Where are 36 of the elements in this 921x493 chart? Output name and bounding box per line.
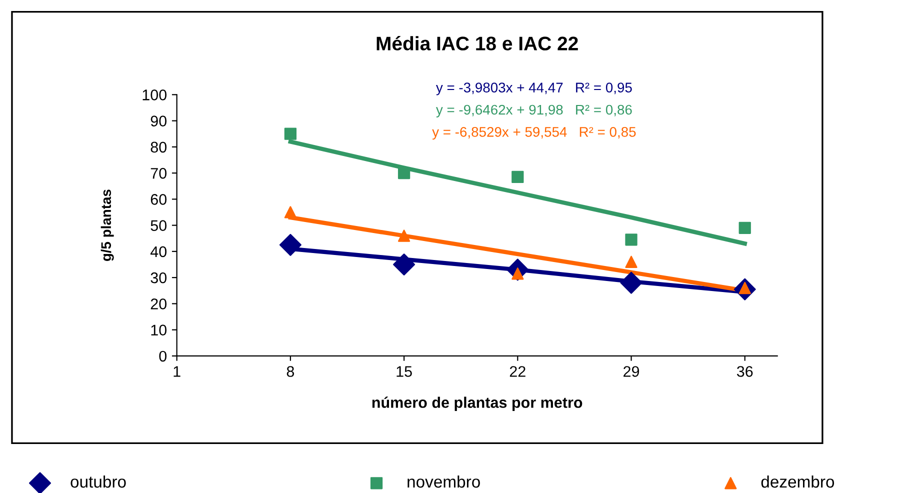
y-axis-title: g/5 plantas (100, 190, 114, 261)
point (625, 234, 638, 246)
x-tick-label: 8 (286, 366, 294, 377)
y-tick-label: 100 (142, 90, 167, 100)
annotation: y = -6,8529x + 59,554 R² = 0,85 (432, 127, 636, 140)
x-tick-label: 1 (174, 366, 180, 377)
point (279, 234, 302, 256)
point (284, 206, 297, 218)
x-tick-label: 36 (736, 366, 753, 377)
y-tick-label: 60 (150, 194, 167, 205)
y-tick-label: 40 (150, 246, 167, 258)
y-tick-label: 70 (150, 168, 167, 179)
point (738, 222, 751, 234)
x-tick-label: 15 (396, 366, 412, 377)
y-tick-label: 80 (150, 142, 167, 153)
point (625, 256, 638, 268)
y-tick-label: 10 (151, 324, 167, 336)
y-tick-label: 90 (150, 116, 167, 126)
y-tick-label: 20 (150, 298, 167, 310)
x-tick-label: 22 (510, 366, 526, 377)
point (512, 170, 524, 184)
point (620, 272, 642, 294)
annotation: y = -3,9803x + 44,47 R² = 0,95 (436, 82, 632, 96)
y-tick-label: 0 (159, 350, 167, 362)
legend-label: outubro (70, 475, 126, 488)
y-tick-label: 30 (150, 272, 167, 284)
legend-label: dezembro (761, 475, 834, 488)
point (393, 254, 416, 276)
point (398, 230, 410, 242)
annotation: y = -9,6462x + 91,98 R² = 0,86 (436, 104, 632, 118)
chart-title: Média IAC 18 e IAC 22 (376, 36, 578, 50)
legend-label: novembro (408, 475, 480, 488)
x-tick-label: 29 (624, 366, 640, 377)
x-axis-title: número de plantas por metro (372, 396, 582, 411)
point (284, 128, 297, 140)
y-tick-label: 50 (150, 220, 167, 231)
